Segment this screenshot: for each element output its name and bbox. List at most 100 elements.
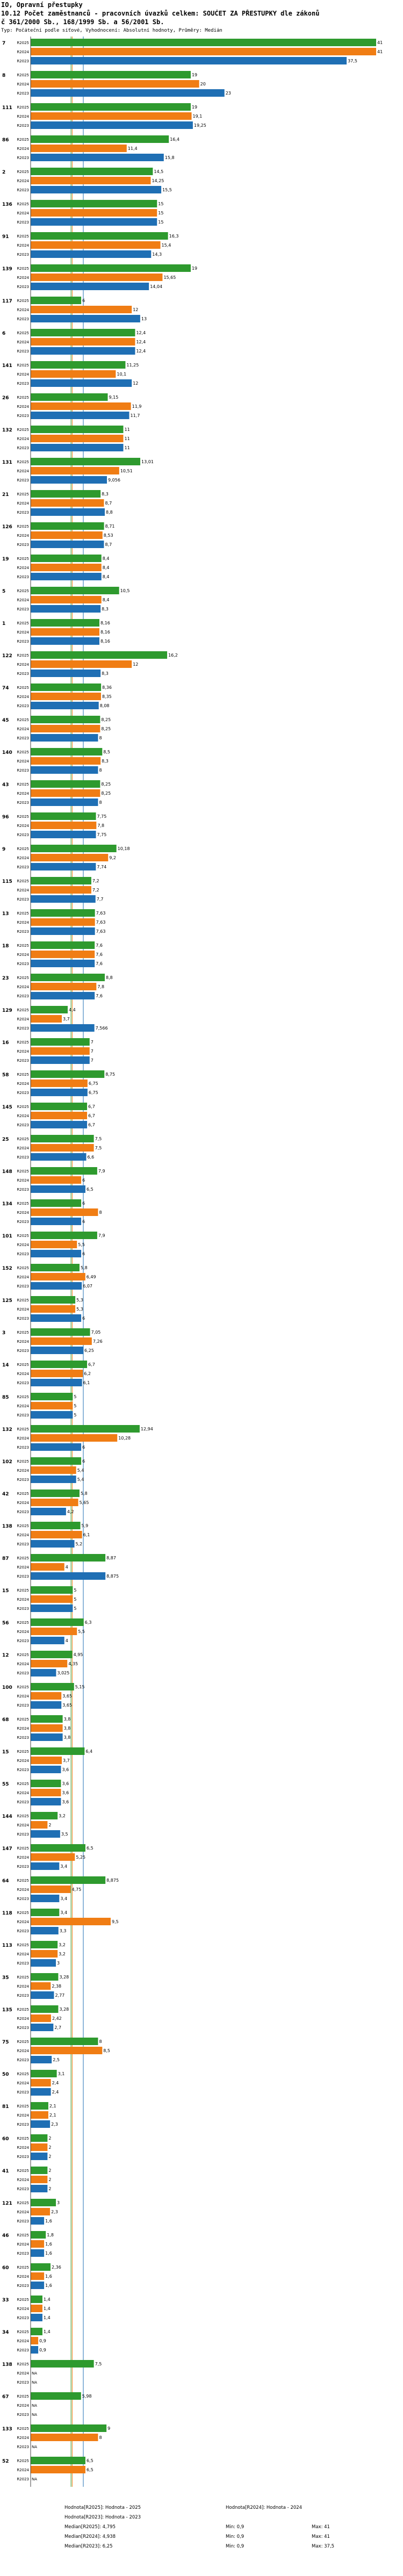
data-label: 4,95 [74,1652,83,1657]
bar [31,209,157,217]
data-label: 1,4 [44,2297,51,2302]
bar [31,370,116,378]
data-label: 8 [99,800,102,805]
series-label: R2023 [17,1897,29,1901]
data-label: 6,07 [83,1284,92,1289]
data-label: 15,5 [162,188,172,192]
bar [31,2024,54,2031]
data-label: 10,51 [120,469,133,473]
bar [31,1604,73,1612]
series-label: R2024 [17,50,29,54]
data-label: 5 [74,1404,76,1408]
series-label: R2025 [17,1137,29,1141]
series-label: R2024 [17,1178,29,1183]
data-label: 13 [141,316,147,321]
bar [31,1089,88,1096]
series-label: R2023 [17,607,29,611]
bar [31,564,102,571]
group-label: 60 [2,2136,9,2142]
data-label: 8 [99,2039,102,2044]
bar [31,103,191,111]
group-label: 9 [2,847,5,852]
series-label: R2024 [17,1565,29,1570]
series-label: R2024 [17,2113,29,2118]
series-label: R2024 [17,791,29,796]
series-label: R2023 [17,1768,29,1772]
series-label: R2023 [17,1574,29,1579]
series-label: R2023 [17,1865,29,1869]
series-label: R2024 [17,1049,29,1054]
series-label: R2023 [17,1445,29,1450]
data-label: 8,16 [100,621,110,625]
series-label: R2023 [17,1252,29,1256]
series-label: R2023 [17,1478,29,1482]
legend-entry: Median[R2024]: 4,938 [64,2534,116,2539]
bar [31,909,95,917]
series-label: R2025 [17,2394,29,2399]
bar [31,2056,52,2063]
data-label: 8,3 [102,492,109,497]
chart-title: 10.12 Počet zaměstnanců - pracovních úva… [1,10,320,17]
group-label: 133 [2,2427,12,2432]
series-label: R2023 [17,543,29,547]
series-label: R2025 [17,1330,29,1335]
bar [31,1508,66,1515]
bar [31,2360,94,2368]
series-label: R2025 [17,1846,29,1851]
data-label: 6,5 [87,2458,93,2463]
bar [31,1780,61,1787]
group-label: 34 [2,2330,9,2335]
group-label: 1 [2,621,5,627]
data-label: 15 [158,220,163,225]
bar [31,2208,51,2215]
bar [31,780,100,788]
group-label: 152 [2,1266,12,1271]
bar [31,168,153,175]
series-label: R2024 [17,534,29,538]
data-label: 7,6 [96,994,103,998]
data-label: 6 [82,1219,85,1224]
series-label: R2023 [17,1026,29,1031]
bar [31,1218,82,1225]
series-label: R2024 [17,1211,29,1215]
na-label: NA [32,2380,37,2385]
legend-entry: Median[R2023]: 6,25 [64,2544,113,2549]
series-label: R2025 [17,718,29,722]
bar [31,264,191,272]
bar [31,39,376,46]
data-label: 6,75 [89,1090,98,1095]
data-label: 5,9 [82,1523,89,1528]
series-label: R2024 [17,2081,29,2085]
group-label: 68 [2,1717,9,1723]
group-label: 7 [2,41,5,46]
series-label: R2023 [17,1155,29,1160]
group-label: 117 [2,299,12,304]
data-label: 2,1 [49,2104,56,2109]
bar [31,2102,48,2110]
data-label: 12,4 [136,340,146,344]
series-label: R2023 [17,317,29,321]
bar [31,250,152,258]
bar [31,1047,90,1055]
series-label: R2023 [17,446,29,450]
data-label: 1,6 [45,2283,52,2288]
bar [31,2167,48,2174]
series-label: R2024 [17,1823,29,1827]
bar [31,2328,42,2335]
data-label: 2,5 [53,2057,60,2062]
data-label: 5,8 [81,1491,88,1496]
data-label: 3,4 [60,1896,67,1901]
data-label: 16,2 [168,653,178,658]
bar [31,1918,111,1925]
bar [31,154,164,161]
data-label: 6,75 [89,1081,98,1086]
series-label: R2024 [17,437,29,441]
bar [31,1314,82,1322]
data-label: 6 [82,298,85,303]
data-label: 7,6 [96,961,103,966]
bar [31,490,101,498]
data-label: 5 [74,1588,76,1593]
series-label: R2025 [17,492,29,497]
bar [31,1973,59,1981]
bar [31,89,225,97]
